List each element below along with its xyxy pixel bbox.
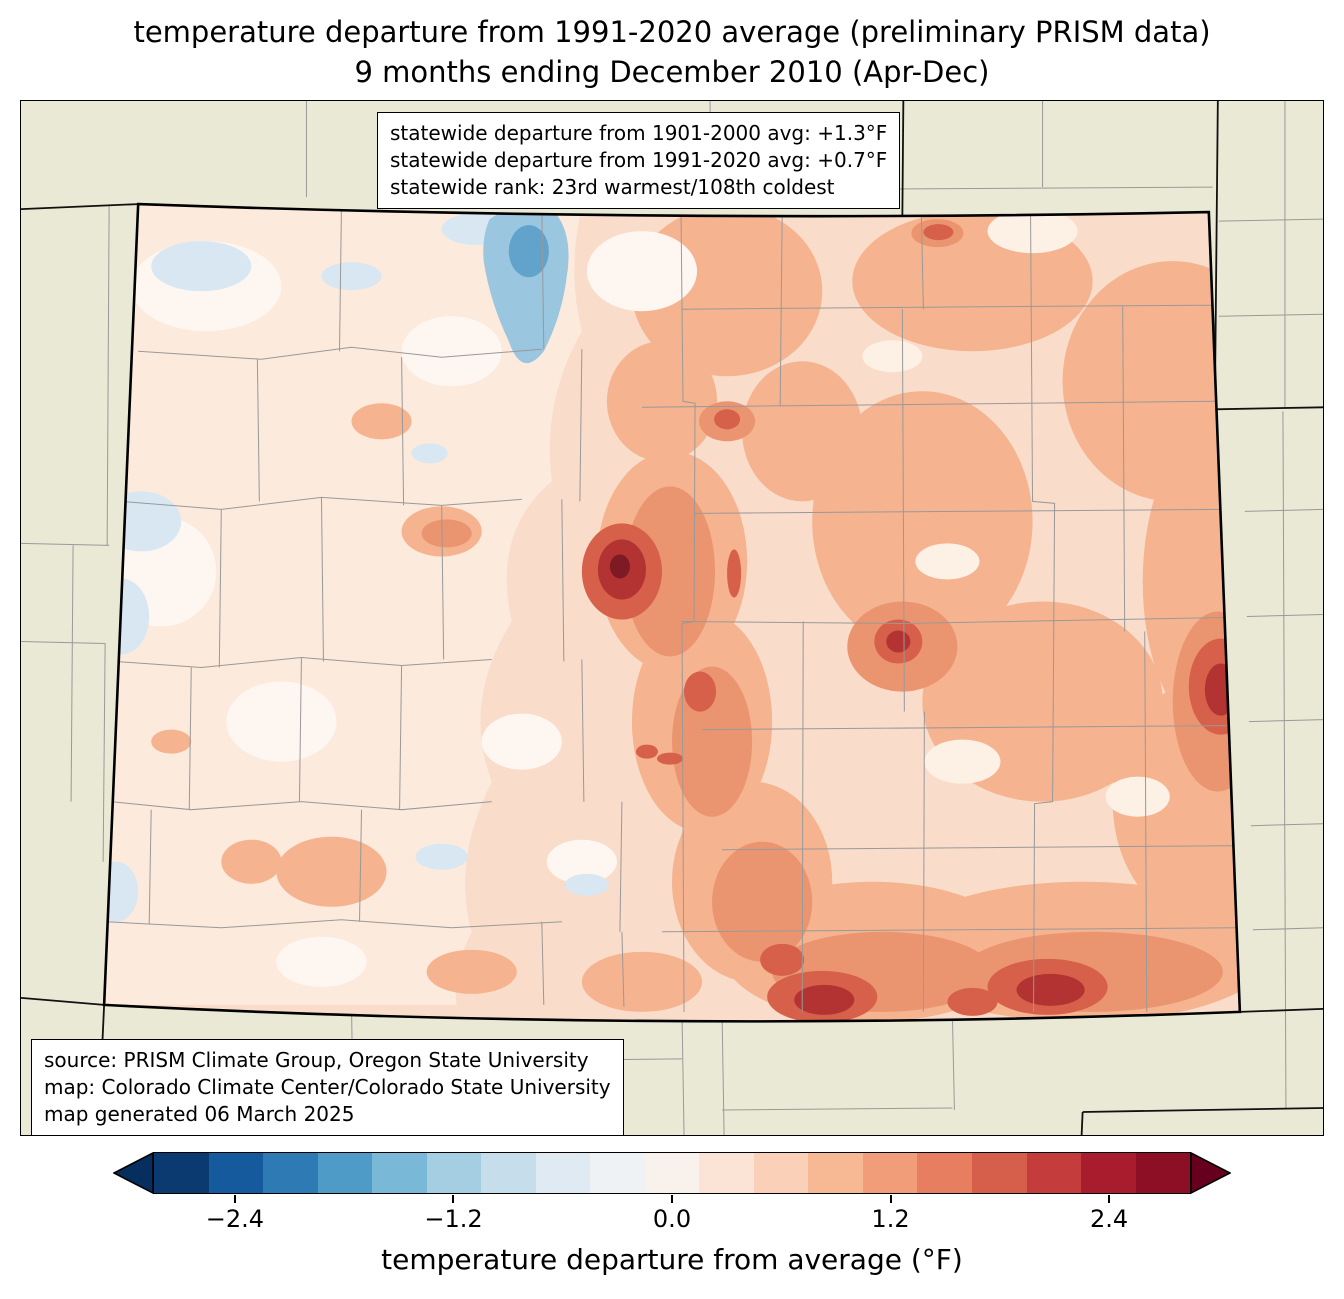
- stats-line-rank: statewide rank: 23rd warmest/108th colde…: [390, 175, 835, 199]
- map-credit-line: map: Colorado Climate Center/Colorado St…: [44, 1075, 611, 1099]
- colorbar-segment: [753, 1153, 809, 1193]
- colorbar-tick: [1108, 1195, 1111, 1203]
- colorado-county-lines: [107, 204, 1236, 1012]
- colorado-map-canvas: [21, 101, 1323, 1135]
- colorbar-segment: [481, 1153, 536, 1193]
- colorbar-left-arrow: [113, 1152, 153, 1194]
- temperature-contours: [104, 204, 1240, 1022]
- stats-line-1991: statewide departure from 1991-2020 avg: …: [390, 148, 888, 172]
- stats-line-1901: statewide departure from 1901-2000 avg: …: [390, 121, 888, 145]
- title-line-1: temperature departure from 1991-2020 ave…: [133, 15, 1211, 49]
- colorbar-segment: [208, 1153, 264, 1193]
- colorbar-tick-label: −1.2: [424, 1205, 483, 1233]
- colorbar-label: temperature departure from average (°F): [381, 1243, 963, 1276]
- colorbar-tick: [671, 1195, 673, 1203]
- colorbar-segment: [971, 1153, 1027, 1193]
- colorbar-gradient: [153, 1152, 1191, 1194]
- colorado-border: [102, 202, 1242, 1023]
- map-axes: statewide departure from 1901-2000 avg: …: [20, 100, 1324, 1136]
- colorbar-segment: [154, 1153, 209, 1193]
- colorbar-tick: [233, 1195, 236, 1203]
- colorbar-tick-label: 2.4: [1089, 1205, 1129, 1233]
- source-line: source: PRISM Climate Group, Oregon Stat…: [44, 1048, 589, 1072]
- colorbar-segment: [426, 1153, 482, 1193]
- source-box: source: PRISM Climate Group, Oregon Stat…: [31, 1039, 624, 1136]
- colorbar-segment: [317, 1153, 373, 1193]
- colorbar-tick: [452, 1195, 455, 1203]
- colorbar-segment: [1135, 1153, 1191, 1193]
- colorbar: [113, 1152, 1231, 1194]
- title-line-2: 9 months ending December 2010 (Apr-Dec): [354, 55, 990, 90]
- colorbar-tick: [889, 1195, 892, 1203]
- colorbar-segment: [862, 1153, 918, 1193]
- colorbar-segment: [1081, 1153, 1136, 1193]
- colorbar-segment: [699, 1153, 754, 1193]
- colorbar-right-arrow: [1191, 1152, 1231, 1194]
- stats-box: statewide departure from 1901-2000 avg: …: [377, 112, 901, 209]
- colorbar-tick-label: 0.0: [652, 1205, 692, 1233]
- colorbar-segment: [808, 1153, 863, 1193]
- colorbar-segment: [590, 1153, 645, 1193]
- colorbar-axis: −2.4 −1.2 0.0 1.2 2.4: [153, 1195, 1191, 1241]
- colorbar-segment: [263, 1153, 318, 1193]
- colorbar-segment: [644, 1153, 700, 1193]
- colorbar-segment: [372, 1153, 427, 1193]
- colorbar-segment: [535, 1153, 591, 1193]
- generated-date-line: map generated 06 March 2025: [44, 1102, 355, 1126]
- colorbar-segment: [917, 1153, 972, 1193]
- neighbor-county-lines: [21, 101, 1323, 1135]
- colorbar-tick-label: −2.4: [205, 1205, 265, 1233]
- colorbar-segment: [1026, 1153, 1082, 1193]
- colorbar-tick-label: 1.2: [871, 1205, 910, 1233]
- figure-title: temperature departure from 1991-2020 ave…: [0, 12, 1344, 92]
